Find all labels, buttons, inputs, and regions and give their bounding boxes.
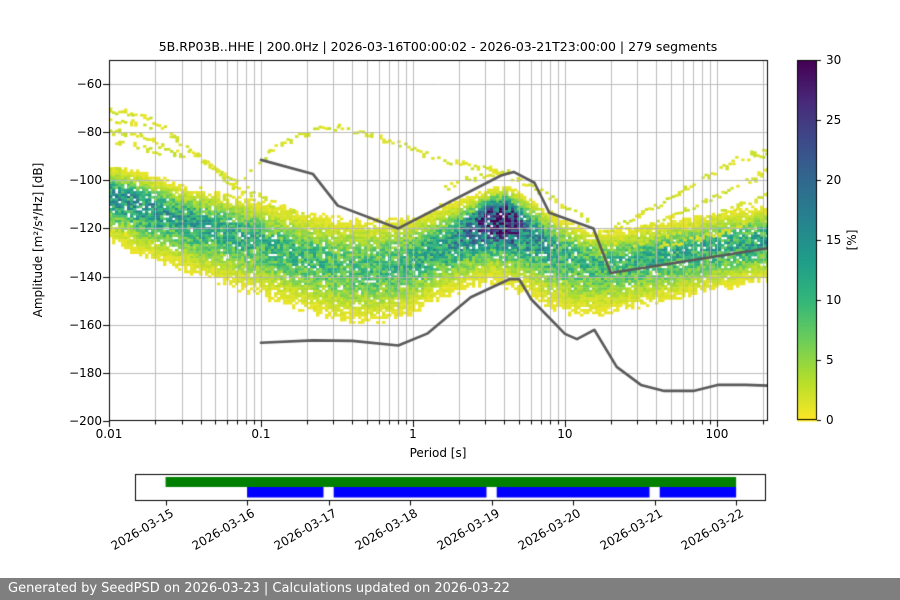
y-tick-label: −60: [76, 77, 102, 92]
ppsd-plot-canvas: [0, 0, 900, 578]
y-tick-label: −80: [76, 125, 102, 140]
x-tick-label: 0.01: [95, 427, 123, 441]
y-tick-label: −120: [69, 221, 102, 236]
y-axis-label: Amplitude [m²/s⁴/Hz] [dB]: [31, 162, 45, 318]
y-tick-label: −100: [69, 173, 102, 188]
y-tick-label: −160: [69, 317, 102, 332]
x-axis-label: Period [s]: [409, 446, 467, 460]
footer-bar: Generated by SeedPSD on 2026-03-23 | Cal…: [0, 578, 900, 600]
colorbar-tick-label: 15: [826, 233, 842, 247]
colorbar-label: [%]: [845, 229, 859, 251]
footer-text: Generated by SeedPSD on 2026-03-23 | Cal…: [8, 581, 510, 596]
y-tick-label: −140: [69, 269, 102, 284]
colorbar-tick-label: 20: [826, 173, 842, 187]
plot-title: 5B.RP03B..HHE | 200.0Hz | 2026-03-16T00:…: [158, 39, 718, 54]
colorbar-tick-label: 5: [826, 353, 834, 367]
x-tick-label: 0.1: [251, 427, 271, 441]
colorbar-tick-label: 0: [826, 413, 834, 427]
colorbar-tick-label: 30: [826, 53, 842, 67]
x-tick-label: 1: [409, 427, 417, 441]
x-tick-label: 10: [557, 427, 573, 441]
colorbar-tick-label: 10: [826, 293, 842, 307]
colorbar-tick-label: 25: [826, 113, 842, 127]
y-tick-label: −180: [69, 365, 102, 380]
x-tick-label: 100: [705, 427, 729, 441]
y-tick-label: −200: [69, 414, 102, 428]
